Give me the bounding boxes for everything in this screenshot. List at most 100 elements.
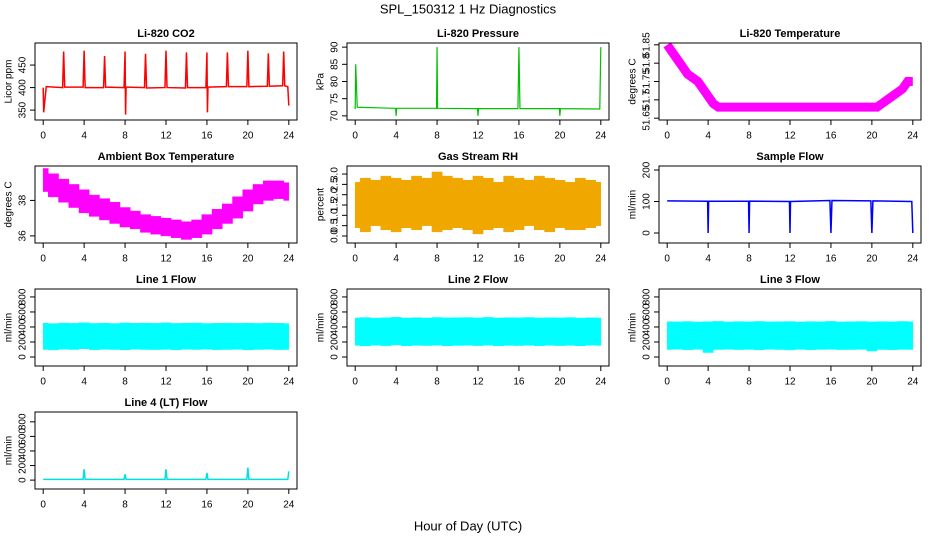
range-band bbox=[595, 182, 602, 226]
range-band bbox=[252, 184, 264, 205]
range-band bbox=[99, 198, 110, 221]
x-tick-label: 8 bbox=[746, 377, 752, 388]
range-band bbox=[666, 321, 673, 350]
x-tick-label: 16 bbox=[513, 254, 525, 265]
y-tick-label: 2.0 bbox=[330, 187, 341, 201]
y-axis-label: ml/min bbox=[628, 190, 639, 219]
x-tick-label: 20 bbox=[242, 377, 254, 388]
plot-area bbox=[43, 467, 290, 481]
y-tick-label: 400 bbox=[330, 318, 341, 335]
range-band bbox=[48, 173, 59, 198]
plot-area bbox=[354, 317, 602, 346]
range-band bbox=[554, 179, 566, 228]
range-band bbox=[815, 321, 827, 350]
range-band bbox=[702, 321, 714, 353]
plot-area bbox=[667, 199, 914, 234]
range-band bbox=[534, 175, 545, 231]
range-band bbox=[354, 182, 361, 228]
panel-title: Gas Stream RH bbox=[438, 151, 518, 163]
x-tick-label: 16 bbox=[513, 131, 525, 142]
y-axis-label: ml/min bbox=[4, 313, 15, 342]
range-band bbox=[431, 171, 443, 233]
x-tick-label: 8 bbox=[122, 377, 128, 388]
range-band bbox=[411, 317, 422, 346]
x-tick-label: 20 bbox=[242, 500, 254, 511]
range-band bbox=[88, 323, 100, 350]
x-tick-label: 12 bbox=[784, 377, 796, 388]
range-band bbox=[907, 321, 914, 350]
y-tick-label: 51.75 bbox=[642, 69, 653, 94]
x-tick-label: 0 bbox=[40, 500, 46, 511]
range-band bbox=[513, 177, 525, 231]
range-band bbox=[846, 321, 857, 350]
y-tick-label: 200 bbox=[18, 457, 29, 474]
range-band bbox=[58, 322, 70, 350]
range-band bbox=[160, 322, 172, 350]
x-tick-label: 24 bbox=[907, 131, 919, 142]
range-band bbox=[825, 321, 837, 350]
panel-title: Li-820 Pressure bbox=[437, 28, 519, 40]
range-band bbox=[150, 323, 162, 350]
range-band bbox=[360, 177, 371, 233]
x-tick-label: 24 bbox=[595, 131, 607, 142]
page-title: SPL_150312 1 Hz Diagnostics bbox=[380, 1, 557, 16]
x-tick-label: 12 bbox=[472, 377, 484, 388]
range-band bbox=[170, 323, 182, 350]
range-band bbox=[273, 180, 284, 199]
range-band bbox=[523, 179, 535, 226]
x-tick-label: 8 bbox=[434, 377, 440, 388]
range-band bbox=[380, 317, 392, 346]
range-band bbox=[712, 321, 724, 350]
plot-frame bbox=[34, 411, 298, 490]
x-tick-label: 12 bbox=[160, 500, 172, 511]
range-band bbox=[886, 321, 898, 350]
range-band bbox=[181, 322, 192, 350]
range-band bbox=[431, 317, 443, 346]
y-tick-label: 0 bbox=[642, 230, 653, 236]
y-tick-label: 90 bbox=[330, 41, 341, 53]
plot-frame bbox=[346, 288, 610, 367]
x-tick-label: 16 bbox=[201, 254, 213, 265]
panel-title: Line 4 (LT) Flow bbox=[125, 397, 208, 409]
range-band bbox=[370, 179, 382, 226]
range-band bbox=[354, 317, 361, 346]
x-tick-label: 16 bbox=[201, 131, 213, 142]
y-tick-label: 51.7 bbox=[642, 90, 653, 110]
x-tick-label: 16 bbox=[825, 377, 837, 388]
range-band bbox=[222, 203, 233, 224]
range-band bbox=[493, 182, 504, 228]
range-band bbox=[119, 207, 131, 228]
y-tick-label: 800 bbox=[642, 288, 653, 305]
y-tick-label: 600 bbox=[18, 303, 29, 320]
range-band bbox=[129, 323, 141, 350]
range-band bbox=[191, 322, 203, 350]
y-tick-label: 600 bbox=[18, 428, 29, 445]
y-tick-label: 350 bbox=[18, 101, 29, 118]
range-band bbox=[109, 201, 121, 224]
plot-frame bbox=[658, 165, 922, 244]
x-tick-label: 4 bbox=[393, 254, 399, 265]
y-axis-label: ml/min bbox=[4, 436, 15, 465]
x-tick-label: 16 bbox=[201, 500, 213, 511]
x-tick-label: 0 bbox=[40, 131, 46, 142]
range-band bbox=[574, 317, 586, 346]
y-tick-label: 51.65 bbox=[642, 105, 653, 130]
range-band bbox=[835, 321, 847, 350]
x-tick-label: 4 bbox=[705, 377, 711, 388]
range-band bbox=[585, 317, 596, 346]
range-band bbox=[682, 321, 694, 350]
panel-title: Line 1 Flow bbox=[136, 274, 196, 286]
range-band bbox=[513, 317, 525, 346]
range-band bbox=[564, 182, 576, 231]
range-band bbox=[421, 317, 433, 346]
range-band bbox=[211, 209, 223, 230]
x-tick-label: 0 bbox=[352, 254, 358, 265]
y-axis-label: ml/min bbox=[628, 313, 639, 342]
range-band bbox=[380, 175, 392, 231]
y-tick-label: 100 bbox=[642, 193, 653, 210]
range-band bbox=[160, 217, 172, 237]
range-band bbox=[360, 317, 371, 346]
range-band bbox=[897, 321, 908, 350]
range-band bbox=[462, 317, 474, 346]
range-band bbox=[493, 317, 504, 346]
